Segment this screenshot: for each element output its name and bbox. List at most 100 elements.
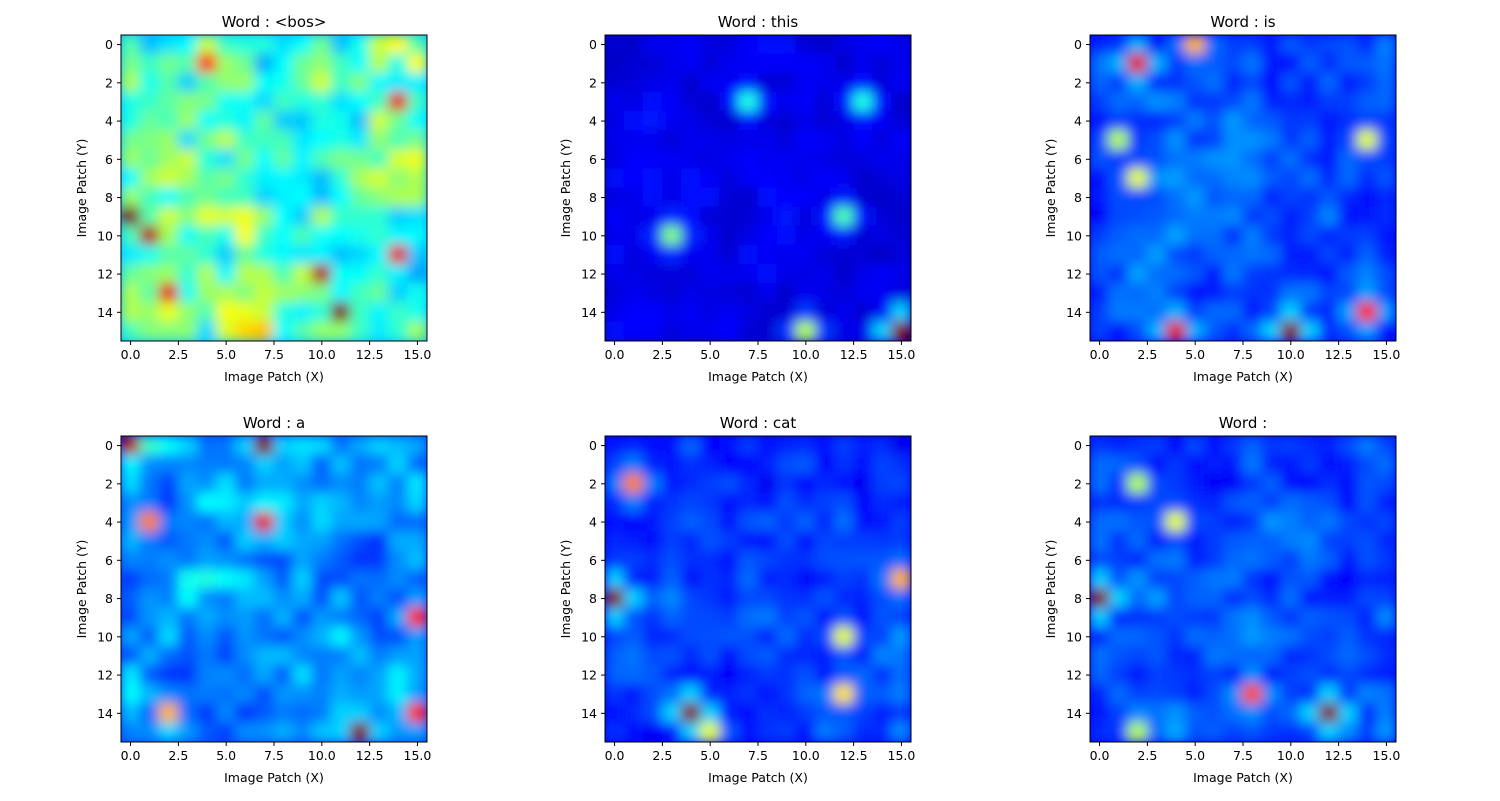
heatmap-cell [605, 264, 625, 285]
heatmap-cell [254, 550, 275, 571]
heatmap-cell [738, 35, 759, 55]
heatmap-cell [1108, 473, 1129, 494]
heatmap-cell [1338, 225, 1359, 246]
heatmap-cell [891, 302, 911, 323]
heatmap-cell [1376, 111, 1396, 132]
heatmap-cell [197, 283, 218, 304]
heatmap-cell [891, 244, 911, 266]
heatmap-cell [369, 130, 390, 151]
heatmap-cell [1127, 531, 1148, 552]
heatmap-cell [1242, 91, 1263, 113]
heatmap-cell [388, 550, 409, 571]
heatmap-cell [1090, 130, 1110, 151]
heatmap-cell [1242, 626, 1263, 647]
heatmap-cell [1204, 302, 1225, 323]
heatmap-cell [139, 531, 160, 552]
heatmap-cell [776, 264, 797, 285]
heatmap-cell [1299, 264, 1321, 285]
chart-title: Word : cat [720, 414, 797, 432]
heatmap-cell [700, 130, 721, 151]
heatmap-cell [1146, 454, 1168, 475]
heatmap-cell [700, 684, 721, 705]
y-tick-label: 6 [1074, 152, 1082, 167]
heatmap-cell [1376, 187, 1396, 208]
heatmap-cell [719, 454, 740, 475]
heatmap-cell [388, 130, 409, 151]
heatmap-cell [834, 531, 855, 552]
heatmap-cell [853, 722, 874, 742]
heatmap-cell [1261, 53, 1282, 74]
heatmap-cell [1357, 187, 1378, 208]
heatmap-cell [891, 111, 911, 132]
heatmap-cell [795, 645, 816, 667]
heatmap-cell [388, 722, 409, 742]
heatmap-cell [738, 454, 759, 475]
heatmap-cell [891, 72, 911, 93]
heatmap-cell [1204, 187, 1225, 208]
heatmap-cell [350, 130, 371, 151]
heatmap-cell [700, 569, 721, 590]
heatmap-cell [1319, 130, 1340, 151]
heatmap-cell [1204, 473, 1225, 494]
heatmap-cell [1242, 531, 1263, 552]
y-tick-label: 4 [105, 515, 113, 530]
heatmap-cell [1261, 206, 1282, 227]
heatmap-cell [350, 588, 371, 609]
heatmap-cell [1357, 302, 1378, 323]
heatmap-cell [1299, 244, 1321, 266]
heatmap-cell [642, 91, 663, 113]
heatmap-cell [1108, 111, 1129, 132]
heatmap-panel-4: Word : a 0.0 2.5 5.0 7.5 10.0 12.5 15.0 0 2 4 6 8 10 1… [48, 411, 431, 801]
heatmap-cell [369, 302, 390, 323]
heatmap-cell [235, 187, 256, 208]
heatmap-cell [605, 111, 625, 132]
heatmap-cell [1357, 206, 1378, 227]
heatmap-cell [1185, 531, 1206, 552]
heatmap-cell [853, 244, 874, 266]
heatmap-cell [311, 703, 332, 724]
heatmap-cell [158, 91, 179, 113]
heatmap-cell [1338, 512, 1359, 533]
heatmap-cell [369, 149, 390, 170]
heatmap-cell [407, 684, 427, 705]
heatmap-cell [700, 473, 721, 494]
heatmap-cell [158, 703, 179, 724]
heatmap-cell [177, 512, 199, 533]
heatmap-cell [834, 321, 855, 341]
heatmap-cell [853, 436, 874, 456]
heatmap-cell [853, 130, 874, 151]
heatmap-cell [350, 168, 371, 189]
heatmap-cell [1185, 187, 1206, 208]
heatmap-cell [235, 168, 256, 189]
y-tick-label: 14 [97, 305, 113, 320]
heatmap-cell [235, 130, 256, 151]
heatmap-cell [642, 187, 663, 208]
heatmap-cell [216, 569, 237, 590]
heatmap-cell [1146, 302, 1168, 323]
heatmap-cell [814, 512, 836, 533]
heatmap-cell [1127, 225, 1148, 246]
heatmap-cell [1357, 283, 1378, 304]
heatmap-cell [681, 531, 702, 552]
heatmap-cell [661, 473, 683, 494]
y-tick-label: 10 [1066, 228, 1082, 243]
heatmap-cell [235, 264, 256, 285]
y-tick-label: 0 [105, 37, 113, 52]
heatmap-cell [1338, 91, 1359, 113]
heatmap-cell [776, 492, 797, 514]
heatmap-cell [273, 607, 294, 628]
heatmap-cell [1376, 302, 1396, 323]
heatmap-cell [681, 703, 702, 724]
heatmap-cell [872, 512, 893, 533]
heatmap-cell [121, 588, 141, 609]
heatmap-cell [1166, 512, 1187, 533]
heatmap-cell [1357, 454, 1378, 475]
y-tick-label: 12 [97, 267, 113, 282]
heatmap-cell [292, 436, 313, 456]
heatmap-cell [605, 607, 625, 628]
heatmap-cell [1357, 130, 1378, 151]
heatmap-cell [642, 206, 663, 227]
heatmap-cell [872, 569, 893, 590]
heatmap-cell [1108, 626, 1129, 647]
